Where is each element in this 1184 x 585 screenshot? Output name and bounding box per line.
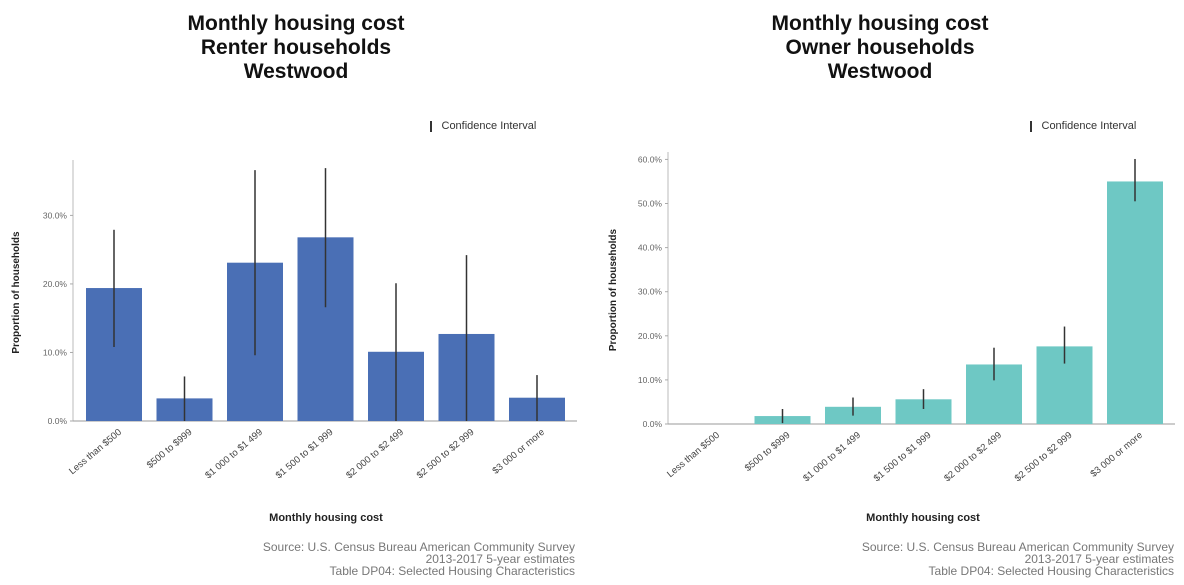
source-line: 2013-2017 5-year estimates (1024, 552, 1174, 566)
x-axis-label: Monthly housing cost (866, 512, 980, 524)
y-tick-label: 0.0% (643, 419, 663, 429)
y-tick-label: 50.0% (638, 199, 663, 209)
x-axis-label: Monthly housing cost (269, 512, 383, 524)
chart-title-line: Monthly housing cost (187, 12, 405, 35)
y-tick-label: 10.0% (43, 347, 68, 357)
x-tick-label: $1 500 to $1 999 (274, 427, 336, 481)
renter-chart-panel: Proportion of households 0.0% 10.0% 20.0% 30… (0, 12, 592, 577)
x-tick-label: $1 500 to $1 999 (872, 430, 934, 484)
x-tick-label: $500 to $999 (743, 430, 793, 474)
source-line: Table DP04: Selected Housing Characteris… (928, 564, 1174, 578)
source-line: Source: U.S. Census Bureau American Comm… (262, 540, 575, 554)
chart-title: Monthly housing cost Owner households We… (584, 12, 1176, 84)
y-axis-label: Proportion of households (11, 231, 22, 354)
x-tick-label: $2 500 to $2 999 (415, 427, 477, 481)
y-tick-label: 40.0% (638, 243, 663, 253)
source-note: Source: U.S. Census Bureau American Comm… (862, 541, 1174, 577)
source-line: 2013-2017 5-year estimates (425, 552, 575, 566)
owner-chart: Proportion of households 0.0% 10.0% 20.0% 30… (608, 152, 1175, 484)
chart-title-line: Westwood (827, 60, 933, 83)
legend-label: Confidence Interval (1041, 120, 1137, 132)
y-tick-label: 60.0% (638, 154, 663, 164)
legend: Confidence Interval (1030, 120, 1136, 132)
legend-label: Confidence Interval (441, 120, 537, 132)
confidence-interval-legend-icon (1030, 120, 1032, 132)
x-tick-label: Less than $500 (67, 427, 124, 477)
confidence-interval-legend-icon (430, 120, 432, 132)
x-tick-label: $2 000 to $2 499 (942, 430, 1004, 484)
chart-title-line: Owner households (785, 36, 975, 59)
chart-title-line: Monthly housing cost (771, 12, 989, 35)
y-axis-label: Proportion of households (608, 228, 619, 351)
y-tick-label: 30.0% (43, 210, 68, 220)
x-tick-label: $3 000 or more (1088, 430, 1144, 480)
y-tick-label: 30.0% (638, 287, 663, 297)
source-note: Source: U.S. Census Bureau American Comm… (263, 541, 575, 577)
y-tick-label: 10.0% (638, 375, 663, 385)
owner-chart-panel: Proportion of households 0.0% 10.0% 20.0% 30… (592, 0, 1184, 585)
renter-chart: Proportion of households 0.0% 10.0% 20.0% 30… (11, 160, 577, 481)
y-tick-label: 20.0% (43, 279, 68, 289)
bar (1107, 181, 1163, 424)
chart-title-line: Westwood (243, 60, 349, 83)
source-line: Table DP04: Selected Housing Characteris… (329, 564, 575, 578)
chart-title: Monthly housing cost Renter households W… (0, 12, 592, 84)
x-tick-label: $2 000 to $2 499 (344, 427, 406, 481)
source-line: Source: U.S. Census Bureau American Comm… (861, 540, 1174, 554)
x-tick-label: $1 000 to $1 499 (801, 430, 863, 484)
x-tick-label: $2 500 to $2 999 (1013, 430, 1075, 484)
legend: Confidence Interval (430, 120, 536, 132)
x-tick-label: $3 000 or more (490, 427, 546, 477)
x-tick-label: $1 000 to $1 499 (203, 427, 265, 481)
y-tick-label: 20.0% (638, 331, 663, 341)
x-tick-label: Less than $500 (665, 430, 722, 480)
x-tick-label: $500 to $999 (145, 427, 195, 471)
chart-title-line: Renter households (200, 36, 392, 59)
y-tick-label: 0.0% (48, 416, 68, 426)
